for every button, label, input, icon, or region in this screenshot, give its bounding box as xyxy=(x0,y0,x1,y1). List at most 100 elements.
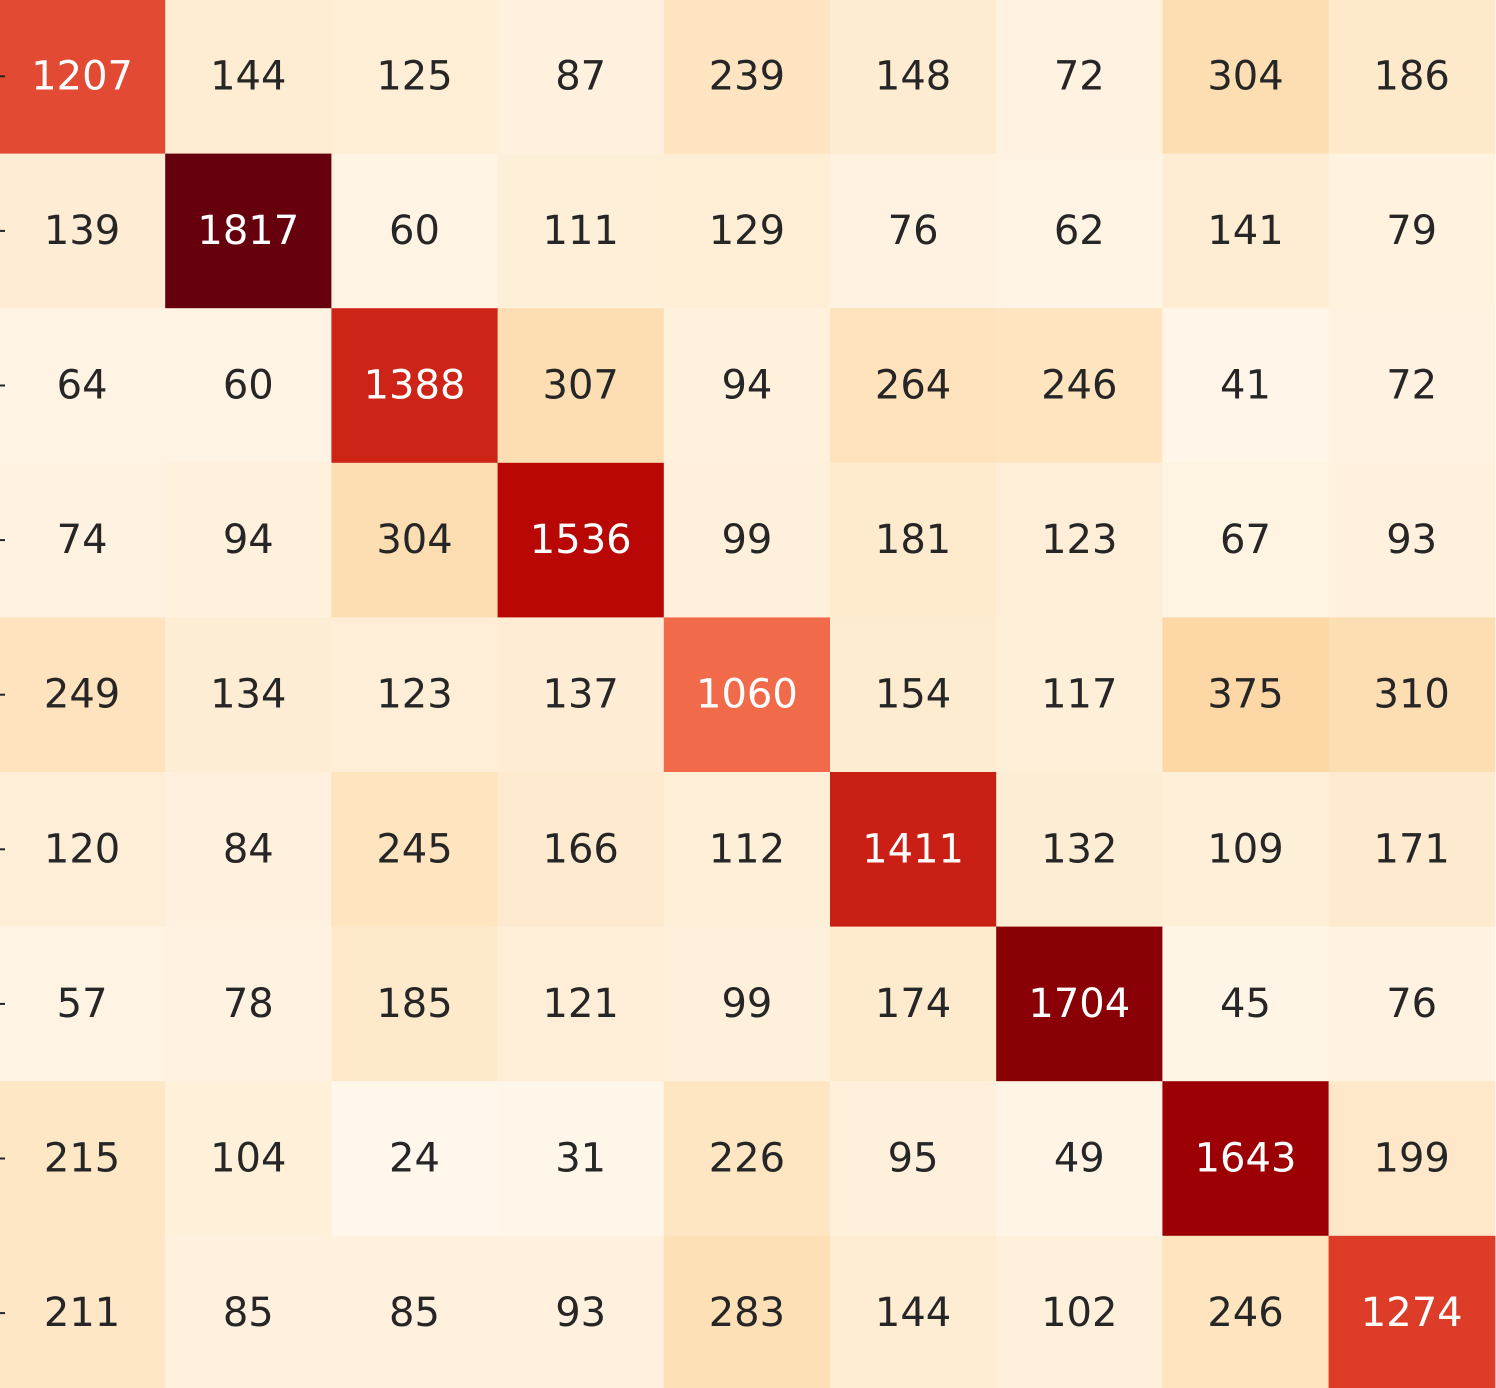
heatmap-cell-r8-c5 xyxy=(830,1235,997,1388)
heatmap-cell-r5-c1 xyxy=(165,772,332,928)
heatmap-cell-r1-c0 xyxy=(0,153,166,309)
heatmap-cell-r6-c2 xyxy=(331,926,499,1082)
heatmap-cell-r8-c4 xyxy=(663,1235,831,1388)
cell-value-r8-c0: 211 xyxy=(44,1290,120,1336)
heatmap-cell-r7-c8 xyxy=(1328,1081,1496,1237)
cell-value-r0-c0: 1207 xyxy=(31,53,133,99)
cell-value-r4-c0: 249 xyxy=(44,672,120,718)
cell-value-r7-c6: 49 xyxy=(1054,1136,1105,1182)
heatmap-cell-r4-c5 xyxy=(830,617,997,773)
cell-value-r5-c1: 84 xyxy=(223,826,274,872)
heatmap-cell-r1-c4 xyxy=(663,153,831,309)
heatmap-cell-r6-c7 xyxy=(1162,926,1330,1082)
cell-value-r0-c1: 144 xyxy=(210,53,286,99)
cell-value-r3-c8: 93 xyxy=(1386,517,1437,563)
heatmap-cell-r2-c4 xyxy=(663,308,831,464)
heatmap-cell-r7-c5 xyxy=(830,1081,997,1237)
cell-value-r0-c2: 125 xyxy=(376,53,452,99)
heatmap-cell-r0-c7 xyxy=(1162,0,1330,155)
heatmap-cell-r6-c6 xyxy=(996,926,1163,1082)
cell-value-r1-c2: 60 xyxy=(389,208,440,254)
cell-value-r6-c1: 78 xyxy=(223,981,274,1027)
cell-value-r8-c3: 93 xyxy=(555,1290,606,1336)
cell-value-r2-c8: 72 xyxy=(1386,363,1437,409)
heatmap-cell-r8-c7 xyxy=(1162,1235,1330,1388)
cell-value-r1-c6: 62 xyxy=(1054,208,1105,254)
cell-value-r1-c7: 141 xyxy=(1207,208,1283,254)
cell-value-r0-c8: 186 xyxy=(1374,53,1450,99)
heatmap-cell-r5-c4 xyxy=(663,772,831,928)
heatmap-cell-r5-c6 xyxy=(996,772,1163,928)
heatmap-cell-r4-c1 xyxy=(165,617,332,773)
heatmap-cell-r7-c4 xyxy=(663,1081,831,1237)
heatmap-cell-r4-c2 xyxy=(331,617,499,773)
heatmap-cell-r3-c6 xyxy=(996,462,1163,618)
cell-value-r6-c2: 185 xyxy=(376,981,452,1027)
cell-value-r1-c4: 129 xyxy=(709,208,785,254)
cell-value-r2-c6: 246 xyxy=(1041,363,1117,409)
cell-value-r3-c1: 94 xyxy=(223,517,274,563)
heatmap-cell-r4-c3 xyxy=(497,617,665,773)
cell-value-r6-c5: 174 xyxy=(875,981,951,1027)
heatmap-cell-r7-c7 xyxy=(1162,1081,1330,1237)
cell-value-r3-c2: 304 xyxy=(376,517,452,563)
cell-value-r1-c8: 79 xyxy=(1386,208,1437,254)
heatmap-cell-r6-c8 xyxy=(1328,926,1496,1082)
cell-value-r5-c7: 109 xyxy=(1207,826,1283,872)
cell-value-r3-c3: 1536 xyxy=(530,517,632,563)
heatmap-cell-r8-c2 xyxy=(331,1235,499,1388)
cell-value-r7-c8: 199 xyxy=(1374,1136,1450,1182)
heatmap-cell-r7-c2 xyxy=(331,1081,499,1237)
heatmap-cell-r2-c2 xyxy=(331,308,499,464)
cell-value-r4-c7: 375 xyxy=(1207,672,1283,718)
heatmap-cell-r1-c2 xyxy=(331,153,499,309)
heatmap-cell-r6-c3 xyxy=(497,926,665,1082)
cell-value-r8-c5: 144 xyxy=(875,1290,951,1336)
heatmap-cell-r8-c6 xyxy=(996,1235,1163,1388)
cell-value-r5-c8: 171 xyxy=(1374,826,1450,872)
cell-value-r5-c0: 120 xyxy=(44,826,120,872)
cell-value-r1-c0: 139 xyxy=(44,208,120,254)
cell-value-r5-c2: 245 xyxy=(376,826,452,872)
heatmap-cell-r5-c5 xyxy=(830,772,997,928)
heatmap-cell-r6-c0 xyxy=(0,926,166,1082)
heatmap-cell-r3-c7 xyxy=(1162,462,1330,618)
cell-value-r7-c4: 226 xyxy=(709,1136,785,1182)
heatmap-cell-r2-c3 xyxy=(497,308,665,464)
cell-value-r2-c1: 60 xyxy=(223,363,274,409)
heatmap-cell-r6-c4 xyxy=(663,926,831,1082)
heatmap-cell-r1-c3 xyxy=(497,153,665,309)
cell-value-r5-c6: 132 xyxy=(1041,826,1117,872)
cell-value-r4-c2: 123 xyxy=(376,672,452,718)
heatmap-cell-r7-c1 xyxy=(165,1081,332,1237)
heatmap-cell-r2-c5 xyxy=(830,308,997,464)
cell-value-r2-c3: 307 xyxy=(543,363,619,409)
cell-value-r8-c7: 246 xyxy=(1207,1290,1283,1336)
cell-value-r4-c3: 137 xyxy=(543,672,619,718)
heatmap-cell-r3-c0 xyxy=(0,462,166,618)
cell-value-r0-c5: 148 xyxy=(875,53,951,99)
heatmap-cell-r0-c8 xyxy=(1328,0,1496,155)
row-tick-marks xyxy=(0,75,5,1315)
cell-value-r7-c2: 24 xyxy=(389,1136,440,1182)
cell-value-r5-c4: 112 xyxy=(709,826,785,872)
heatmap-cell-r8-c3 xyxy=(497,1235,665,1388)
cell-value-r6-c6: 1704 xyxy=(1028,981,1130,1027)
heatmap-cell-r6-c5 xyxy=(830,926,997,1082)
heatmap-cell-r5-c0 xyxy=(0,772,166,928)
cell-value-r6-c7: 45 xyxy=(1220,981,1271,1027)
heatmap-cell-r7-c6 xyxy=(996,1081,1163,1237)
cell-value-r7-c3: 31 xyxy=(555,1136,606,1182)
cell-value-r0-c7: 304 xyxy=(1207,53,1283,99)
heatmap-cell-r3-c1 xyxy=(165,462,332,618)
heatmap-cell-r5-c3 xyxy=(497,772,665,928)
cell-value-r1-c1: 1817 xyxy=(197,208,299,254)
cell-value-r6-c4: 99 xyxy=(721,981,772,1027)
cell-value-r8-c8: 1274 xyxy=(1361,1290,1463,1336)
heatmap-cell-r2-c6 xyxy=(996,308,1163,464)
cell-value-r3-c0: 74 xyxy=(57,517,108,563)
heatmap-cell-r3-c8 xyxy=(1328,462,1496,618)
heatmap-cell-r0-c2 xyxy=(331,0,499,155)
heatmap-cell-r2-c1 xyxy=(165,308,332,464)
